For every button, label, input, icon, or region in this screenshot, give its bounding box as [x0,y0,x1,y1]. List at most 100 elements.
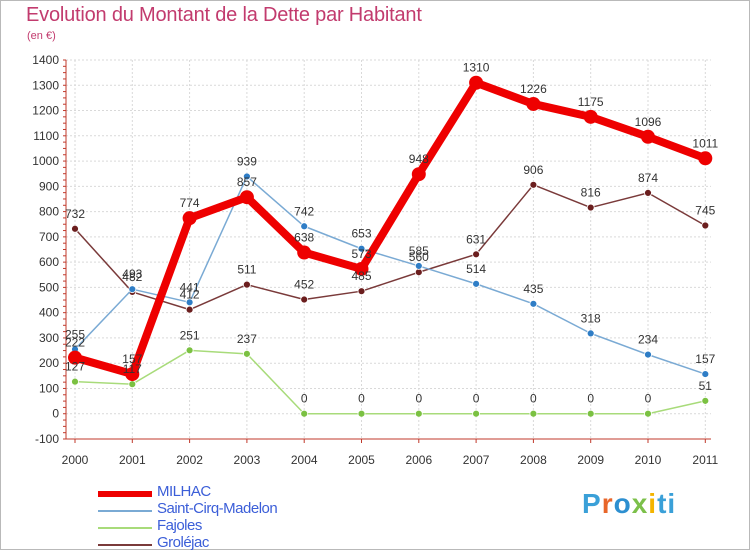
point-milhac [526,96,541,111]
point-grolejac [71,224,79,233]
data-label-milhac: 774 [180,196,200,210]
legend-swatch-milhac [98,491,152,497]
x-tick-label: 2010 [635,453,662,467]
y-tick-label: 1000 [32,154,59,168]
data-label-grolejac: 452 [294,278,314,292]
point-fajoles [586,409,595,418]
point-fajoles [529,409,538,418]
series-line-saint-cirq-madelon [74,175,707,375]
data-label-grolejac: 816 [581,186,601,200]
data-label-saint-cirq-madelon: 255 [65,327,85,341]
point-grolejac [701,221,710,230]
data-label-milhac: 222 [65,336,85,350]
data-label-milhac: 857 [237,175,257,189]
grid [66,59,711,440]
point-milhac [354,261,369,276]
point-fajoles [128,380,137,389]
data-label-fajoles: 0 [415,392,422,406]
x-tick-label: 2003 [234,453,261,467]
x-tick-label: 2011 [692,453,718,467]
data-label-fajoles: 0 [358,392,365,406]
data-label-milhac: 1310 [463,61,490,75]
point-fajoles [300,409,309,418]
data-label-saint-cirq-madelon: 318 [581,311,601,325]
point-milhac [469,75,484,90]
series-layer [68,75,713,418]
data-label-grolejac: 482 [122,270,142,284]
y-tick-label: 1400 [32,53,59,67]
y-tick-label: 1200 [32,104,59,118]
data-label-grolejac: 732 [65,207,85,221]
data-label-grolejac: 412 [180,288,200,302]
point-grolejac [300,295,309,304]
y-tick-label: 700 [39,230,59,244]
x-tick-label: 2007 [463,453,490,467]
data-label-fajoles: 251 [180,328,200,342]
point-saint-cirq-madelon [701,370,710,378]
data-label-fajoles: 0 [645,392,652,406]
data-label-milhac: 1011 [692,136,718,150]
legend-swatch-grolejac [98,544,152,546]
chart-title: Evolution du Montant de la Dette par Hab… [26,4,422,26]
point-fajoles [357,409,366,418]
data-label-fajoles: 51 [699,379,713,393]
x-tick-label: 2008 [520,453,547,467]
point-saint-cirq-madelon [128,285,137,294]
point-saint-cirq-madelon [185,298,194,307]
point-saint-cirq-madelon [242,172,251,181]
data-labels: 222 157 774 857 638 573 948 1310 1226 1175 1096 101… [65,61,719,406]
data-label-fajoles: 0 [301,392,308,406]
y-tick-label: 300 [39,331,59,345]
data-label-grolejac: 511 [237,263,256,277]
legend-label-grolejac: Groléjac [157,534,209,551]
y-tick-label: 0 [52,407,59,421]
point-saint-cirq-madelon [529,299,538,308]
point-saint-cirq-madelon [357,244,366,253]
chart-subtitle: (en €) [27,30,56,42]
data-label-milhac: 573 [351,247,371,261]
data-label-saint-cirq-madelon: 234 [638,333,658,347]
data-label-grolejac: 745 [695,203,715,217]
point-saint-cirq-madelon [414,262,423,270]
point-milhac [297,245,312,260]
data-label-milhac: 638 [294,231,314,245]
data-label-saint-cirq-madelon: 157 [695,352,715,366]
point-grolejac [644,189,652,197]
data-label-fajoles: 237 [237,332,257,346]
point-milhac [411,167,426,182]
proxiti-logo: Proxiti [582,488,677,519]
point-milhac [583,109,598,124]
point-milhac [125,367,140,382]
point-milhac [239,190,254,205]
series-line-grolejac [74,184,707,311]
point-saint-cirq-madelon [300,222,309,231]
point-grolejac [185,305,194,314]
legend-swatch-fajoles [98,527,152,529]
y-tick-label: 500 [39,280,59,294]
data-label-milhac: 948 [409,152,429,166]
data-label-grolejac: 631 [466,232,486,246]
data-label-saint-cirq-madelon: 435 [523,282,543,296]
point-fajoles [472,409,481,418]
legend-label-fajoles: Fajoles [157,517,202,534]
y-tick-label: 400 [39,306,59,320]
data-label-milhac: 1096 [635,115,662,129]
data-label-saint-cirq-madelon: 514 [466,262,486,276]
y-tick-label: 200 [39,356,59,370]
point-fajoles [414,409,423,418]
point-fajoles [242,349,251,358]
y-tick-label: 100 [39,381,59,395]
y-tick-label: 1100 [33,129,59,143]
point-saint-cirq-madelon [586,329,595,338]
legend-swatch-saint-cirq-madelon [98,510,152,512]
data-label-fajoles: 127 [65,360,85,374]
x-tick-label: 2006 [405,453,432,467]
y-tick-label: 900 [39,179,59,193]
data-label-fajoles: 117 [123,362,142,376]
data-label-milhac: 157 [122,352,142,366]
data-label-saint-cirq-madelon: 441 [180,280,200,294]
data-label-saint-cirq-madelon: 742 [294,204,314,218]
x-tick-label: 2002 [176,453,203,467]
y-tick-label: 800 [39,205,59,219]
